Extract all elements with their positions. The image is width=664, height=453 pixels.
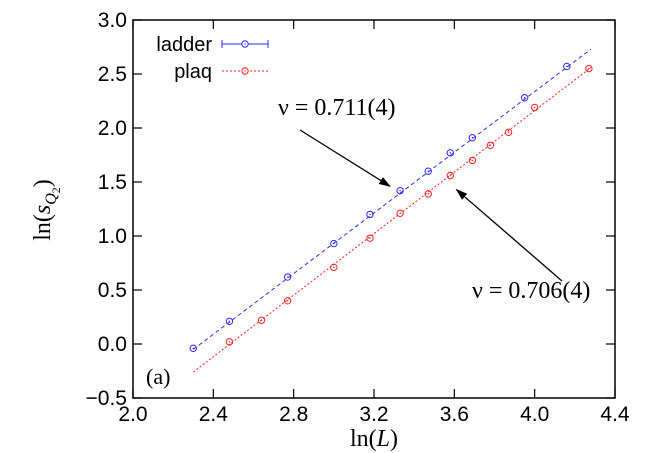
fit-lines bbox=[192, 48, 592, 373]
y-tick-label: 1.5 bbox=[98, 171, 127, 194]
data-points bbox=[189, 62, 593, 353]
x-tick-label: 4.0 bbox=[520, 403, 549, 426]
annotations: ν = 0.711(4) ν = 0.706(4) bbox=[278, 95, 590, 304]
point-ladder bbox=[446, 149, 455, 157]
legend-label-plaq: plaq bbox=[174, 61, 212, 83]
point-center-ladder bbox=[286, 276, 289, 278]
point-center-plaq bbox=[471, 159, 474, 162]
point-plaq bbox=[530, 103, 539, 112]
point-plaq bbox=[504, 128, 513, 137]
point-center-ladder bbox=[399, 189, 401, 192]
point-plaq bbox=[446, 171, 455, 180]
point-center-ladder bbox=[471, 137, 474, 139]
point-plaq bbox=[396, 209, 404, 218]
axis-ticks: 2.0 2.4 2.8 3.2 3.6 4.0 4.4 −0.5 0.0 0.5 1.0 1.5 2.0… bbox=[86, 9, 630, 426]
legend: ladder plaq bbox=[156, 34, 269, 83]
x-tick-label: 2.8 bbox=[279, 403, 308, 426]
point-ladder bbox=[283, 273, 292, 281]
point-plaq bbox=[366, 234, 374, 242]
point-center-plaq bbox=[588, 67, 590, 70]
point-ladder bbox=[396, 186, 404, 195]
point-ladder bbox=[189, 344, 197, 353]
point-center-plaq bbox=[333, 266, 335, 269]
x-tick-label: 2.4 bbox=[199, 403, 229, 426]
legend-marker-center-plaq bbox=[244, 70, 246, 72]
point-plaq bbox=[424, 190, 432, 198]
fit-line-ladder bbox=[192, 48, 592, 350]
y-tick-label: 2.0 bbox=[98, 117, 127, 140]
point-ladder bbox=[330, 239, 338, 248]
point-center-ladder bbox=[427, 170, 429, 172]
point-center-plaq bbox=[260, 319, 263, 321]
svg-text:ln(sQ2): ln(sQ2) bbox=[30, 179, 63, 241]
panel-label: (a) bbox=[146, 364, 170, 389]
point-ladder bbox=[520, 94, 529, 102]
x-tick-label: 4.4 bbox=[600, 403, 630, 426]
legend-marker-center-ladder bbox=[244, 43, 246, 45]
x-tick-label: 3.2 bbox=[359, 403, 388, 426]
point-center-plaq bbox=[489, 144, 492, 146]
annotation-text-plaq: ν = 0.706(4) bbox=[472, 278, 590, 304]
y-tick-label: 0.5 bbox=[98, 279, 127, 302]
y-tick-label: 0.0 bbox=[98, 333, 127, 356]
point-plaq bbox=[257, 316, 266, 324]
point-center-ladder bbox=[333, 242, 335, 245]
point-plaq bbox=[283, 297, 292, 305]
point-center-plaq bbox=[369, 237, 371, 239]
y-tick-label: −0.5 bbox=[86, 387, 127, 410]
point-center-ladder bbox=[449, 152, 452, 154]
point-ladder bbox=[366, 210, 374, 219]
x-tick-label: 3.6 bbox=[440, 403, 469, 426]
point-plaq bbox=[468, 156, 477, 165]
x-axis-label: ln(L) bbox=[350, 426, 398, 452]
annotation-text-ladder: ν = 0.711(4) bbox=[278, 95, 395, 121]
point-ladder bbox=[225, 317, 234, 326]
annotation-arrow-plaq bbox=[455, 188, 563, 282]
point-ladder bbox=[563, 62, 571, 71]
point-center-ladder bbox=[523, 97, 526, 99]
fit-line-plaq bbox=[192, 67, 592, 373]
point-ladder bbox=[424, 167, 432, 175]
point-ladder bbox=[468, 134, 477, 142]
point-center-plaq bbox=[228, 341, 231, 343]
point-plaq bbox=[225, 338, 234, 346]
point-plaq bbox=[486, 141, 495, 149]
y-tick-label: 2.5 bbox=[98, 63, 127, 86]
point-center-ladder bbox=[192, 347, 194, 350]
point-center-plaq bbox=[286, 300, 289, 302]
point-center-plaq bbox=[427, 193, 429, 195]
point-center-plaq bbox=[449, 174, 452, 177]
y-tick-label: 1.0 bbox=[98, 225, 127, 248]
point-plaq bbox=[330, 263, 338, 272]
point-center-ladder bbox=[369, 213, 371, 216]
annotation-arrow-ladder bbox=[299, 129, 391, 187]
y-axis-label: ln(sQ2) bbox=[30, 179, 63, 241]
y-tick-label: 3.0 bbox=[98, 9, 127, 32]
legend-label-ladder: ladder bbox=[156, 34, 212, 56]
point-center-plaq bbox=[399, 212, 401, 215]
point-center-plaq bbox=[533, 106, 536, 109]
point-center-ladder bbox=[228, 320, 231, 323]
point-plaq bbox=[585, 64, 593, 73]
point-center-ladder bbox=[566, 65, 568, 68]
point-center-plaq bbox=[507, 131, 510, 134]
x-tick-label: 2.0 bbox=[118, 403, 147, 426]
